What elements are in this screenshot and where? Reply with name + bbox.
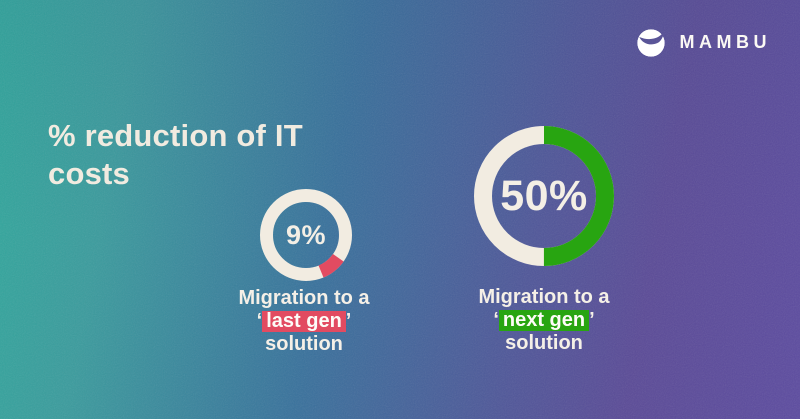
page-title: % reduction of IT costs xyxy=(48,117,303,191)
mambu-logo-icon xyxy=(636,29,665,57)
caption-next-gen: Migration to a ‘next gen’ solution xyxy=(434,286,654,355)
caption-line: ‘next gen’ xyxy=(434,309,654,332)
caption-line: solution xyxy=(265,333,343,355)
caption-line: Migration to a xyxy=(238,287,370,309)
highlight-last-gen: last gen xyxy=(262,311,346,332)
caption-line: solution xyxy=(505,332,583,354)
donut-ring-last-gen xyxy=(260,189,352,281)
quote-close: ’ xyxy=(589,309,595,331)
donut-track xyxy=(260,189,352,281)
quote-close: ’ xyxy=(345,310,352,332)
donut-chart-last-gen: 9% xyxy=(260,189,352,281)
brand-wordmark: MAMBU xyxy=(679,32,771,52)
quote-open: ‘ xyxy=(493,309,499,331)
caption-line: ‘last gen’ xyxy=(194,310,414,333)
donut-segment xyxy=(474,126,614,266)
donut-chart-next-gen: 50% xyxy=(474,126,614,266)
quote-open: ‘ xyxy=(256,310,263,332)
caption-line: Migration to a xyxy=(478,286,610,308)
highlight-next-gen: next gen xyxy=(498,310,590,331)
donut-value-next-gen: 50% xyxy=(500,171,588,220)
brand-logo: MAMBU xyxy=(635,27,772,59)
donut-value-last-gen: 9% xyxy=(285,219,327,250)
donut-ring-next-gen xyxy=(474,126,614,266)
caption-last-gen: Migration to a ‘last gen’ solution xyxy=(194,287,414,356)
